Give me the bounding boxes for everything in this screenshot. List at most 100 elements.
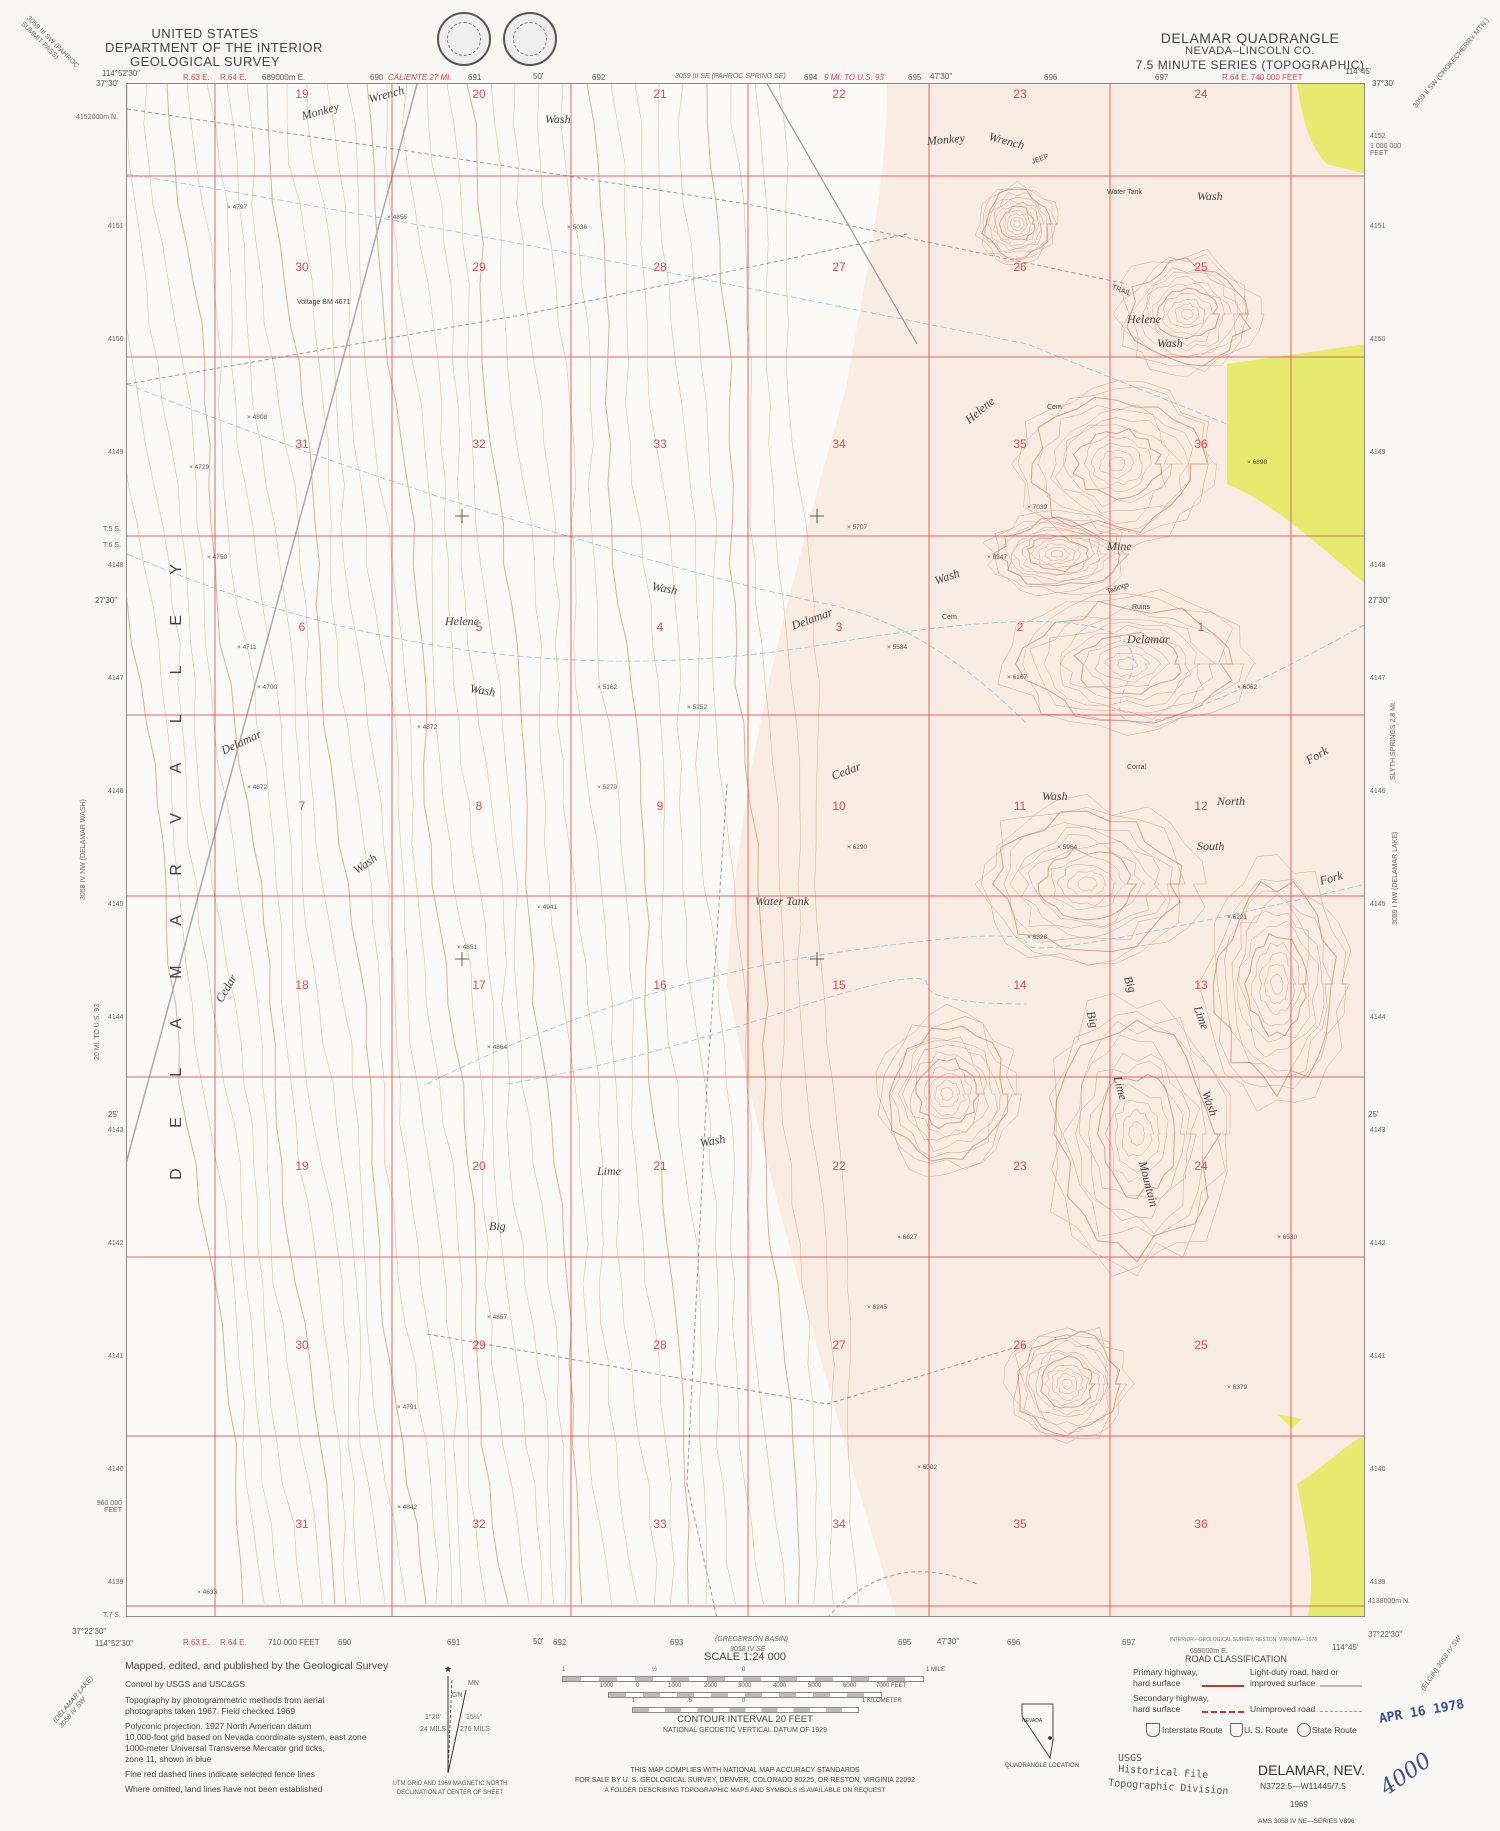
contour-line (1017, 386, 1218, 537)
utm-northing-tick: 4139 (108, 1579, 124, 1586)
compliance-line-3: A FOLDER DESCRIBING TOPOGRAPHIC MAPS AND… (604, 1787, 886, 1794)
utm-northing-tick: 4150 (1370, 336, 1386, 343)
township-5s: T.5 S. (103, 526, 121, 533)
contour-line (1050, 993, 1231, 1277)
scale-bar (632, 1707, 859, 1713)
contour-line (1028, 1350, 1106, 1418)
jeep-trail (686, 783, 728, 1616)
state-grid-top: R.64 E. 740 000 FEET (1222, 73, 1303, 82)
woodland-area (1297, 1435, 1364, 1616)
feature-label: Delamar (1127, 632, 1170, 646)
series-title: 7.5 MINUTE SERIES (TOPOGRAPHIC) (1135, 58, 1365, 72)
utm-northing-tick: 4139 (1370, 1579, 1386, 1586)
minute-50-bottom: 50' (533, 1637, 544, 1646)
contour-line (981, 188, 1053, 260)
jeep-trail (828, 1571, 978, 1616)
contour-line (466, 84, 583, 1605)
spot-elevation: × 5036 (567, 224, 588, 231)
section-number: 34 (832, 437, 846, 451)
utm-northing-tick: 4144 (108, 1014, 124, 1021)
spot-elevation: × 5584 (887, 644, 908, 651)
spot-elevation: × 4851 (457, 944, 478, 951)
utm-northing-tick: 4149 (108, 449, 124, 456)
scale-label: 1 (632, 1698, 636, 1704)
state-grid-left: 960 000 FEET (96, 1500, 122, 1514)
wash-stream (127, 553, 1364, 723)
location-state-label: NEVADA (1022, 1718, 1043, 1724)
contour-line (1015, 600, 1233, 724)
contour-line (1022, 593, 1244, 728)
section-number: 31 (295, 1517, 309, 1531)
contour-line (490, 84, 612, 1605)
lat-2730-right: 27'30" (1368, 596, 1391, 605)
imprint-series: AMS 3058 IV NE—SERIES V896 (1258, 1818, 1355, 1825)
adjoining-quad-s-code: 3058 IV SE (730, 1646, 766, 1653)
scale-label: 6000 (843, 1683, 857, 1689)
stamp-topographic-division: Topographic Division (1107, 1777, 1229, 1798)
section-number: 36 (1194, 1517, 1208, 1531)
printer-imprint: INTERIOR—GEOLOGICAL SURVEY, RESTON, VIRG… (1170, 1637, 1318, 1643)
contour-line (385, 84, 530, 1605)
section-number: 30 (295, 1338, 309, 1352)
section-number: 21 (653, 1159, 667, 1173)
contour-line (1009, 826, 1167, 939)
contour-line (127, 597, 244, 1605)
contour-line (1094, 645, 1162, 683)
agency-line-2: DEPARTMENT OF THE INTERIOR (105, 40, 323, 55)
us-shield-icon (1230, 1723, 1243, 1737)
section-number: 1 (1197, 620, 1205, 634)
spot-elevation: × 6062 (1237, 684, 1258, 691)
spot-elevation: × 5252 (687, 704, 708, 711)
utm-northing-tick: 4141 (108, 1353, 124, 1360)
contour-line (987, 516, 1130, 594)
section-number: 4 (656, 620, 664, 634)
contour-line (991, 516, 1121, 587)
contour-line (1116, 657, 1139, 670)
contour-line (560, 84, 675, 1605)
contour-line (1258, 952, 1296, 1016)
vertical-datum: NATIONAL GEODETIC VERTICAL DATUM OF 1929 (662, 1727, 827, 1734)
utm-northing-tick: 4146 (1370, 788, 1386, 795)
section-number: 22 (832, 1159, 846, 1173)
lon-top-left: 114°52'30" (102, 69, 141, 78)
contour-line (991, 810, 1183, 953)
lon-bottom-right: 114°45' (1332, 1643, 1359, 1652)
contour-line (1264, 963, 1289, 1005)
contour-line (166, 84, 336, 1605)
section-number: 5 (475, 620, 483, 634)
contour-line (1048, 1011, 1227, 1277)
lat-top-right: 37°30' (1372, 79, 1395, 88)
contour-line (778, 84, 860, 1605)
section-number: 35 (1013, 437, 1027, 451)
section-number: 9 (656, 799, 664, 813)
interstate-shield-icon (1146, 1723, 1160, 1737)
road (766, 84, 918, 345)
section-number: 24 (1194, 1159, 1208, 1173)
contour-line (1056, 864, 1118, 906)
section-number: 20 (472, 1159, 486, 1173)
utm-691-bottom: 691 (447, 1638, 461, 1647)
spot-elevation: × 5964 (1057, 844, 1078, 851)
section-number: 26 (1013, 260, 1027, 274)
contour-line (1078, 1052, 1192, 1219)
credit-mapped: Mapped, edited, and published by the Geo… (125, 1660, 389, 1672)
state-grid-right: 1 000 000 FEET (1370, 143, 1402, 157)
contour-line (1035, 1352, 1101, 1416)
contour-line (1021, 533, 1096, 576)
road-primary-2: hard surface (1133, 1678, 1181, 1688)
spot-elevation: × 4700 (257, 684, 278, 691)
contour-line (1077, 876, 1098, 892)
contour-line (915, 1057, 981, 1130)
minute-4730: 47'30" (930, 72, 953, 81)
section-number: 19 (295, 1159, 309, 1173)
lon-top-right: 114°45' (1345, 67, 1372, 76)
contour-line (1026, 535, 1089, 573)
topographic-map[interactable]: 19 20 21 22 23 24 30 29 28 27 26 25 31 32 33 34 35 36 6 5 4 3… (126, 83, 1365, 1617)
spot-elevation: × 6247 (987, 554, 1008, 561)
contour-line (1105, 1083, 1169, 1183)
right-distance-note: SLYTH SPRINGS 2.8 MI. (1390, 701, 1397, 780)
feature-label: Wash (1157, 336, 1183, 350)
gn-angle: 1°20' (425, 1714, 441, 1721)
contour-line (426, 84, 554, 1605)
feature-label: Corral (1127, 764, 1147, 771)
